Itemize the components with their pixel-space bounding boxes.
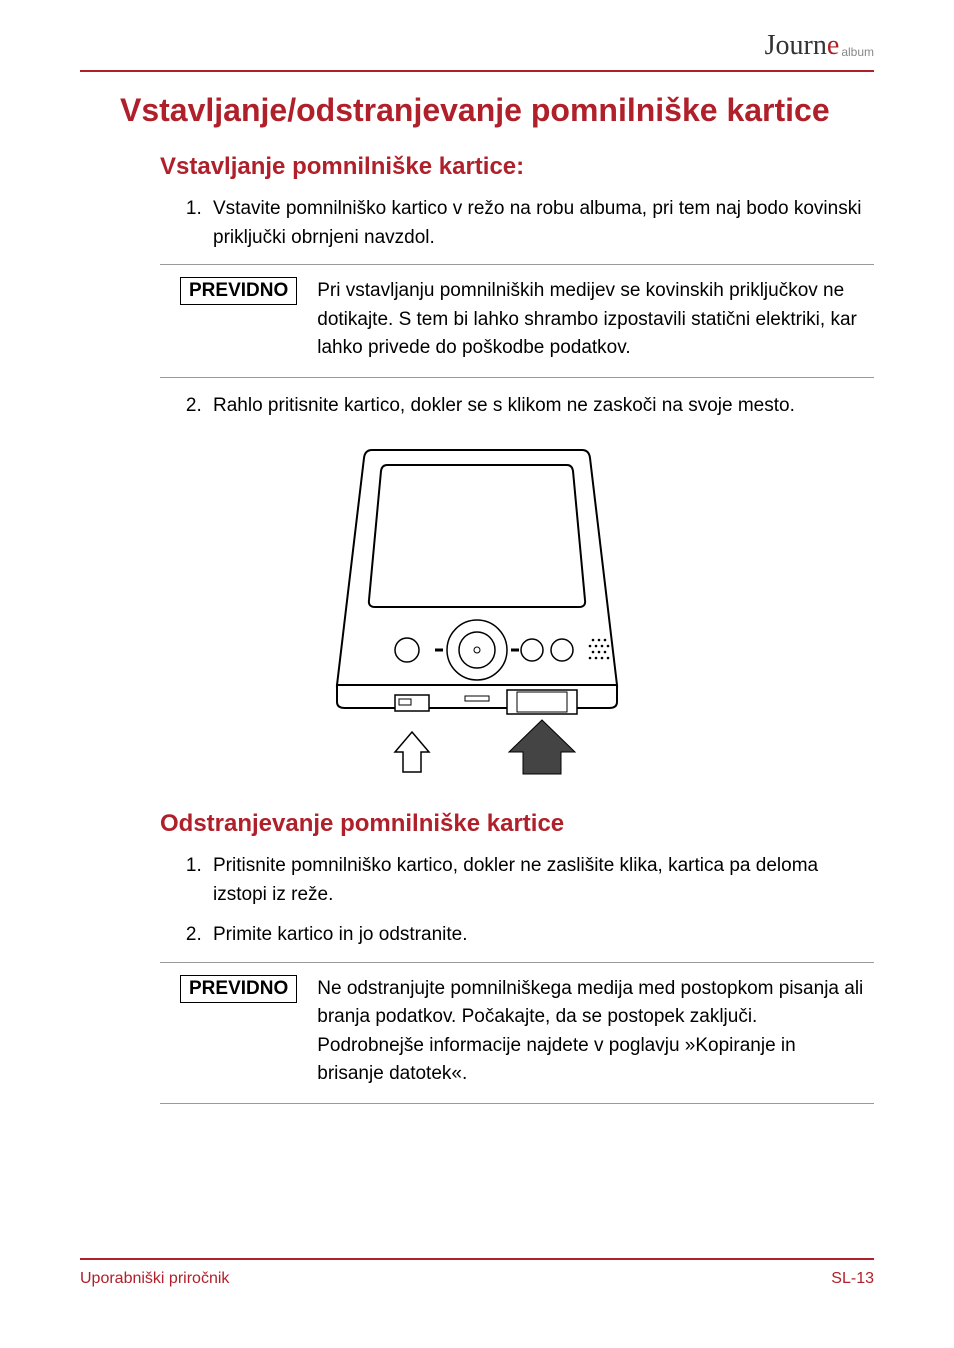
insert-steps: Vstavite pomnilniško kartico v režo na r… (185, 195, 874, 252)
logo-suffix: album (841, 45, 874, 59)
footer-left: Uporabniški priročnik (80, 1270, 229, 1288)
device-figure (80, 440, 874, 780)
insert-caution-block: PREVIDNO Pri vstavljanju pomnilniških me… (160, 264, 874, 378)
insert-steps-cont: Rahlo pritisnite kartico, dokler se s kl… (185, 392, 874, 421)
brand-logo: Journealbum (765, 30, 874, 62)
logo-prefix: Journ (765, 30, 827, 61)
remove-heading: Odstranjevanje pomnilniške kartice (160, 810, 874, 838)
remove-step-2: Primite kartico in jo odstranite. (207, 921, 874, 950)
page-footer: Uporabniški priročnik SL-13 (80, 1258, 874, 1288)
arrow-up-filled-icon (509, 720, 575, 774)
device-illustration-icon (317, 440, 637, 780)
page-header: Journealbum (80, 30, 874, 72)
caution-text: Ne odstranjujte pomnilniškega medija med… (317, 975, 874, 1089)
remove-step-1: Pritisnite pomnilniško kartico, dokler n… (207, 852, 874, 909)
caution-label: PREVIDNO (180, 277, 297, 305)
insert-heading: Vstavljanje pomnilniške kartice: (160, 153, 874, 181)
caution-label: PREVIDNO (180, 975, 297, 1003)
insert-step-1: Vstavite pomnilniško kartico v režo na r… (207, 195, 874, 252)
remove-steps: Pritisnite pomnilniško kartico, dokler n… (185, 852, 874, 950)
remove-caution-block: PREVIDNO Ne odstranjujte pomnilniškega m… (160, 962, 874, 1104)
page-title: Vstavljanje/odstranjevanje pomnilniške k… (120, 92, 874, 129)
logo-e: e (827, 30, 839, 61)
insert-step-2: Rahlo pritisnite kartico, dokler se s kl… (207, 392, 874, 421)
arrow-up-outline-icon (395, 732, 429, 772)
footer-right: SL-13 (831, 1270, 874, 1288)
caution-text: Pri vstavljanju pomnilniških medijev se … (317, 277, 874, 363)
